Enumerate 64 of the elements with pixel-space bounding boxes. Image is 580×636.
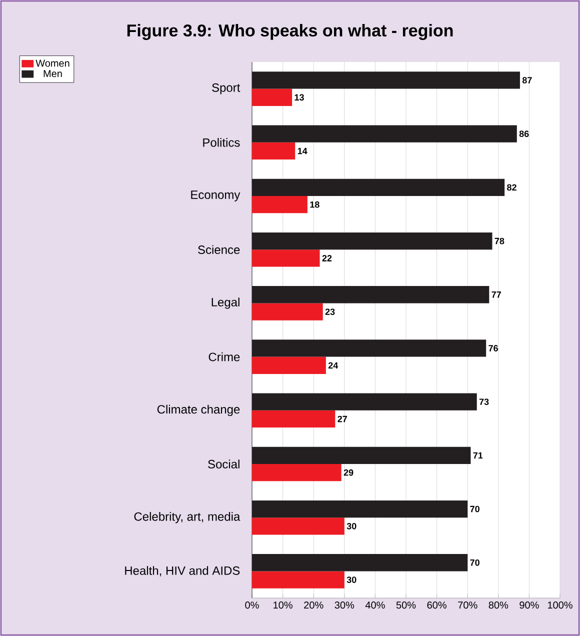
x-tick-label: 100%	[548, 602, 572, 609]
x-tick-label: 40%	[365, 602, 385, 609]
bar	[252, 88, 292, 106]
bar	[252, 446, 471, 464]
y-tick-label: Crime	[208, 352, 240, 362]
data-label: 86	[519, 130, 529, 138]
bar	[252, 554, 468, 572]
data-label: 18	[310, 201, 320, 208]
bar	[252, 250, 320, 267]
y-tick-label: Social	[208, 460, 240, 468]
bar	[252, 393, 477, 410]
data-label: 23	[325, 308, 335, 315]
data-label: 30	[346, 522, 356, 530]
x-tick-label: 70%	[458, 602, 478, 609]
x-tick-label: 80%	[488, 602, 508, 609]
data-label: 71	[473, 452, 483, 459]
y-tick-label: Politics	[203, 138, 240, 147]
bar	[252, 72, 520, 89]
y-tick-label: Celebrity, art, media	[134, 512, 240, 524]
y-tick-label: Climate change	[157, 404, 240, 416]
data-label: 87	[522, 77, 532, 84]
x-tick-label: 20%	[304, 602, 324, 609]
data-label: 73	[479, 398, 489, 406]
data-label: 30	[346, 576, 356, 583]
data-label: 77	[492, 292, 501, 298]
bar	[252, 303, 323, 320]
bar	[252, 356, 326, 374]
legend-label: Women	[36, 60, 70, 67]
bar	[252, 500, 468, 518]
y-tick-label: Economy	[191, 190, 240, 202]
bar	[252, 142, 296, 160]
bar	[252, 196, 308, 214]
bar	[252, 340, 486, 357]
bar	[252, 464, 342, 482]
data-label: 82	[507, 184, 516, 191]
legend-label: Men	[44, 70, 62, 78]
x-tick-label: 50%	[396, 602, 416, 609]
bar	[252, 410, 336, 428]
y-tick-label: Legal	[212, 298, 240, 309]
bar	[252, 518, 344, 535]
data-label: 29	[344, 469, 354, 476]
x-tick-label: 90%	[520, 602, 539, 609]
y-tick-label: Science	[198, 245, 240, 254]
y-tick-label: Sport	[212, 83, 240, 94]
bar	[252, 232, 492, 250]
data-label: 27	[338, 416, 347, 422]
data-label: 22	[322, 255, 332, 262]
chart-title: Figure 3.9: Who speaks on what - region	[127, 24, 453, 40]
bar	[252, 178, 505, 196]
data-label: 70	[470, 506, 480, 512]
data-label: 13	[294, 94, 304, 101]
data-label: 78	[494, 238, 504, 244]
x-tick-label: 10%	[274, 602, 292, 609]
x-tick-label: 60%	[427, 602, 446, 609]
bar	[252, 286, 490, 304]
data-label: 76	[488, 345, 498, 352]
y-tick-label: Health, HIV and AIDS	[125, 566, 240, 576]
bar	[252, 125, 517, 142]
x-tick-label: 0%	[245, 602, 259, 609]
data-label: 24	[328, 362, 338, 369]
data-label: 70	[470, 559, 480, 566]
data-label: 14	[298, 148, 308, 154]
bar	[252, 571, 344, 588]
x-tick-label: 30%	[334, 602, 354, 609]
